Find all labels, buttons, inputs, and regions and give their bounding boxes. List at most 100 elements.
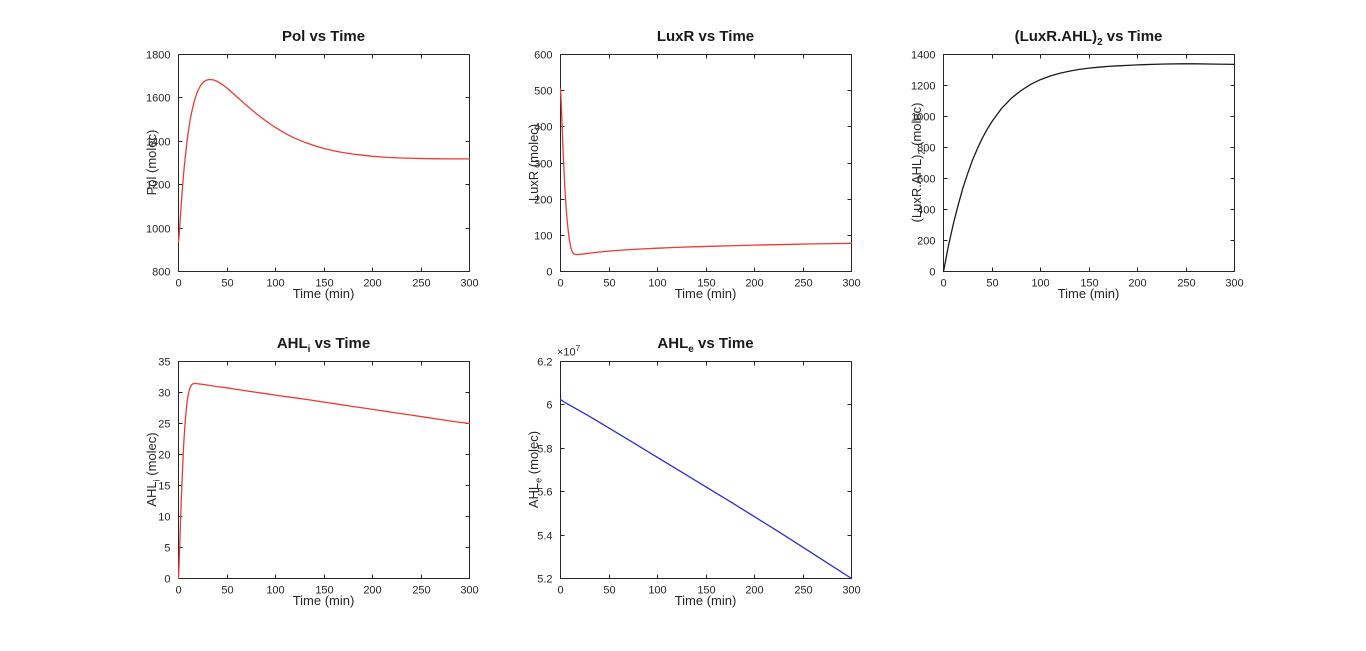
axes-box (943, 54, 1235, 272)
x-tick-label: 250 (412, 278, 430, 290)
title-text: vs Time (305, 28, 366, 45)
x-tick-label: 250 (412, 585, 430, 597)
y-tick-label: 0 (164, 574, 170, 586)
y-tick-label: 200 (917, 236, 935, 248)
y-tick-label: 600 (917, 174, 935, 186)
x-tick-label: 200 (745, 585, 763, 597)
y-tick-label: 20 (158, 450, 170, 462)
y-tick-label: 5.8 (537, 444, 552, 456)
x-tick-label: 0 (175, 278, 181, 290)
y-tick-label: 5.6 (537, 487, 552, 499)
chart-title: AHLe vs Time (560, 335, 851, 357)
y-tick-label: 10 (158, 512, 170, 524)
y-tick-label: 0 (546, 267, 552, 279)
data-line (942, 63, 1236, 273)
title-text: vs Time (693, 335, 754, 352)
plot-area: 0 50 100 150 200 250 300 0 100 200 300 400 500 600 (534, 50, 861, 290)
chart-title: AHLi vs Time (178, 335, 469, 357)
y-tick-label: 0 (929, 267, 935, 279)
x-tick-label: 250 (794, 585, 812, 597)
y-tick-label: 600 (534, 50, 552, 62)
title-text: LuxR (656, 28, 695, 45)
chart-title: (LuxR.AHL)2 vs Time (943, 28, 1234, 50)
title-text: vs Time (694, 28, 755, 45)
title-text: AHL (657, 335, 689, 352)
subplot-ahl-external: AHLe vs Time AHLe (molec) ×107 0 50 100 150… (505, 335, 866, 613)
y-tick-label: 25 (158, 419, 170, 431)
title-subscript: 2 (1097, 37, 1103, 48)
x-axis-label: Time (min) (674, 593, 737, 608)
x-tick-label: 50 (221, 278, 233, 290)
data-line (177, 382, 471, 580)
y-tick-label: 1400 (146, 137, 170, 149)
x-tick-label: 50 (221, 585, 233, 597)
x-tick-label: 300 (460, 278, 478, 290)
x-tick-label: 200 (1128, 278, 1146, 290)
x-tick-label: 300 (842, 278, 860, 290)
x-tick-label: 150 (1080, 278, 1098, 290)
y-tick-label: 5 (164, 543, 170, 555)
x-tick-label: 100 (266, 585, 284, 597)
title-subscript: i (307, 344, 311, 355)
x-tick-label: 250 (1177, 278, 1195, 290)
y-tick-label: 400 (917, 205, 935, 217)
y-tick-label: 5.4 (537, 531, 552, 543)
title-text: AHL (276, 335, 308, 352)
y-tick-label: 35 (158, 357, 170, 369)
data-line (177, 78, 471, 243)
x-axis-label: Time (min) (674, 286, 737, 301)
x-tick-label: 150 (315, 278, 333, 290)
x-tick-label: 300 (1225, 278, 1243, 290)
y-tick-label: 100 (534, 231, 552, 243)
y-tick-label: 5.2 (537, 574, 552, 586)
plot-area: 0 50 100 150 200 250 300 0 200 400 600 800 1000 1200 1… (911, 50, 1244, 290)
x-tick-label: 150 (315, 585, 333, 597)
y-tick-label: 6.2 (537, 357, 552, 369)
y-tick-label: 800 (152, 267, 170, 279)
y-tick-label: 200 (534, 195, 552, 207)
axes-box (178, 54, 470, 272)
x-tick-label: 100 (648, 278, 666, 290)
y-tick-label: 1800 (146, 50, 170, 62)
y-tick-label: 1000 (911, 112, 935, 124)
x-tick-label: 0 (557, 278, 563, 290)
x-axis-label: Time (min) (292, 286, 355, 301)
x-axis-label: Time (min) (1057, 286, 1120, 301)
subplot-pol: Pol vs Time Pol (molec) 0 50 100 150 200 250 3… (123, 28, 484, 306)
axes-box (178, 361, 470, 579)
x-tick-label: 150 (697, 278, 715, 290)
x-tick-label: 50 (603, 278, 615, 290)
data-line (559, 88, 853, 256)
axes-box (560, 54, 852, 272)
subplot-ahl-internal: AHLi vs Time AHLi (molec) 0 50 100 150 200 25… (123, 335, 484, 613)
x-tick-label: 250 (794, 278, 812, 290)
y-tick-label: 6 (546, 400, 552, 412)
axes-box (560, 361, 852, 579)
x-tick-label: 300 (460, 585, 478, 597)
y-tick-label: 1200 (146, 180, 170, 192)
title-text: Pol (281, 28, 306, 45)
chart-title: LuxR vs Time (560, 28, 851, 50)
chart-title: Pol vs Time (178, 28, 469, 50)
x-tick-label: 0 (940, 278, 946, 290)
x-tick-label: 100 (266, 278, 284, 290)
plot-area: 0 50 100 150 200 250 300 0 5 10 15 20 25 30 35 (158, 357, 478, 597)
x-tick-label: 0 (557, 585, 563, 597)
x-tick-label: 50 (603, 585, 615, 597)
y-tick-label: 1400 (911, 50, 935, 62)
data-line (559, 398, 853, 580)
subplot-luxr: LuxR vs Time LuxR (molec) 0 50 100 150 200 25… (505, 28, 866, 306)
x-tick-label: 200 (363, 585, 381, 597)
y-tick-label: 1000 (146, 224, 170, 236)
x-tick-label: 100 (648, 585, 666, 597)
y-axis-exponent: ×107 (557, 344, 580, 359)
plot-area: 0 50 100 150 200 250 300 5.2 5.4 5.6 5.8 6 6.2 (537, 357, 860, 597)
y-tick-label: 300 (534, 159, 552, 171)
y-tick-label: 15 (158, 481, 170, 493)
title-subscript: e (688, 344, 694, 355)
x-tick-label: 200 (745, 278, 763, 290)
exponent-base: ×10 (557, 346, 576, 359)
title-text: vs Time (310, 335, 371, 352)
x-tick-label: 100 (1031, 278, 1049, 290)
